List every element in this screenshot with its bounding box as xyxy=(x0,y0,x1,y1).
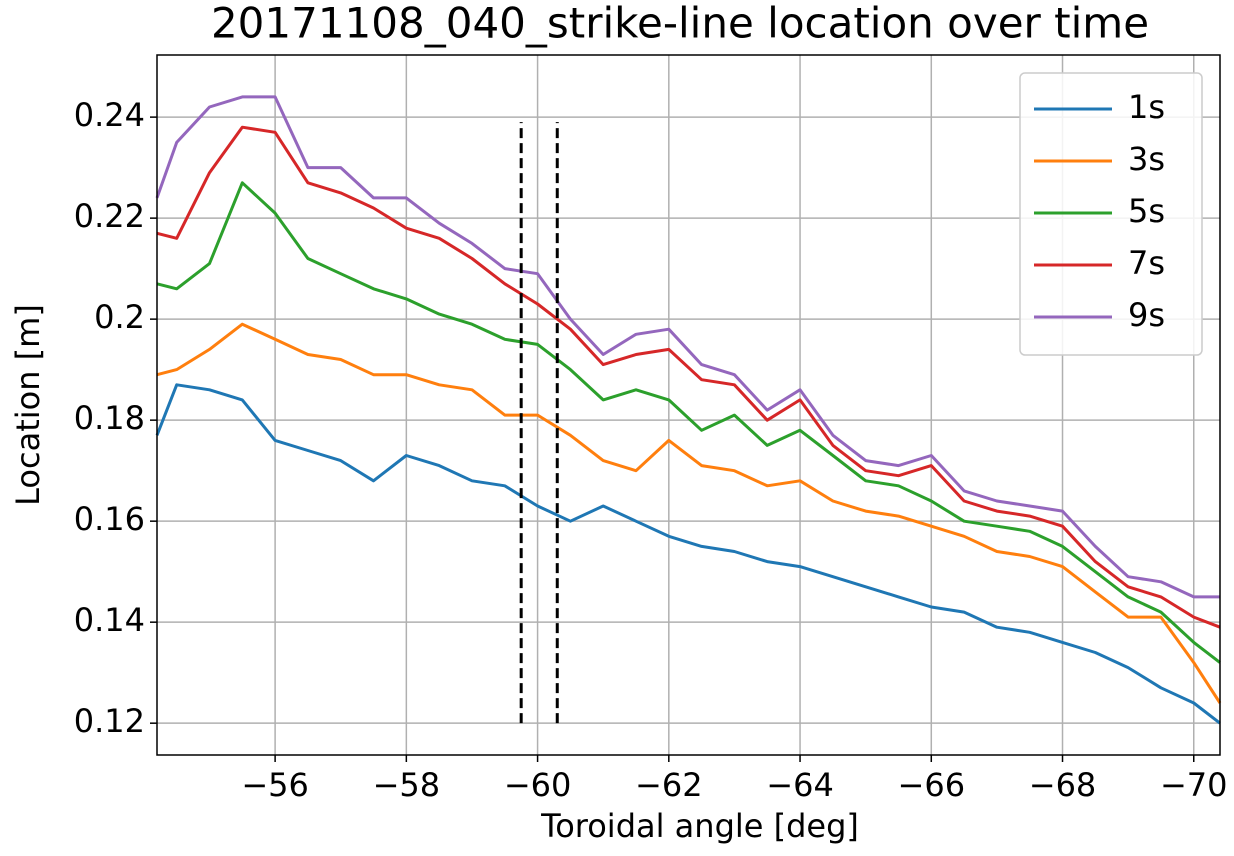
y-tick-label: 0.18 xyxy=(74,399,145,437)
x-tick-label: −56 xyxy=(241,766,309,804)
plot-frame xyxy=(156,54,1221,756)
y-tick-label: 0.22 xyxy=(74,197,145,235)
x-tick-label: −68 xyxy=(1029,766,1097,804)
y-tick-label: 0.14 xyxy=(74,601,145,639)
x-tick-label: −60 xyxy=(504,766,572,804)
x-tick-label: −66 xyxy=(898,766,966,804)
x-tick-label: −64 xyxy=(766,766,834,804)
legend-label: 9s xyxy=(1128,296,1165,334)
legend-label: 7s xyxy=(1128,244,1165,282)
x-tick-label: −62 xyxy=(635,766,703,804)
y-tick-label: 0.12 xyxy=(74,702,145,740)
y-tick-label: 0.2 xyxy=(94,298,145,336)
series-line xyxy=(155,383,1221,725)
x-tick-label: −58 xyxy=(373,766,441,804)
series-line xyxy=(156,181,1221,664)
legend-label: 1s xyxy=(1128,88,1165,126)
series-line xyxy=(156,125,1221,629)
y-tick-label: 0.24 xyxy=(74,96,145,134)
x-axis-label: Toroidal angle [deg] xyxy=(540,807,859,845)
chart-title: 20171108_040_strike-line location over t… xyxy=(211,0,1149,48)
series-line xyxy=(155,95,1220,599)
legend-label: 3s xyxy=(1128,140,1165,178)
legend: 1s 3s 5s 7s 9s xyxy=(1019,72,1203,356)
series-line xyxy=(156,322,1222,704)
x-tick-label: −70 xyxy=(1160,766,1228,804)
y-tick-label: 0.16 xyxy=(74,500,145,538)
legend-label: 5s xyxy=(1128,192,1165,230)
y-axis-label: Location [m] xyxy=(9,304,47,506)
